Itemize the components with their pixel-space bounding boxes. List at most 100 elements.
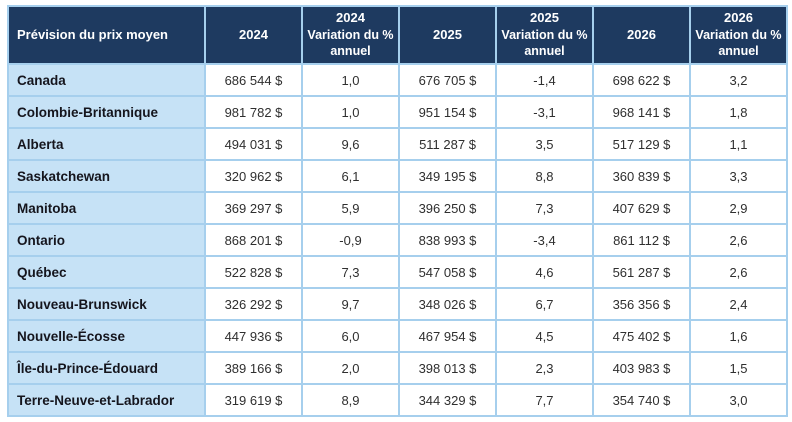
variation-2024-cell: 6,0 — [303, 321, 398, 351]
price-2026-cell: 561 287 $ — [594, 257, 689, 287]
variation-2026-cell: 1,5 — [691, 353, 786, 383]
variation-2026-cell: 3,3 — [691, 161, 786, 191]
price-2026-cell: 861 112 $ — [594, 225, 689, 255]
table-row-ontario: Ontario 868 201 $ -0,9 838 993 $ -3,4 86… — [9, 225, 786, 255]
price-2024-cell: 686 544 $ — [206, 65, 301, 95]
price-2024-cell: 522 828 $ — [206, 257, 301, 287]
variation-2026-cell: 2,6 — [691, 257, 786, 287]
price-2026-cell: 356 356 $ — [594, 289, 689, 319]
variation-2025-cell: 7,7 — [497, 385, 592, 415]
price-2026-cell: 360 839 $ — [594, 161, 689, 191]
header-year-label: 2026 — [627, 26, 656, 42]
variation-2024-cell: 9,7 — [303, 289, 398, 319]
variation-2025-cell: 4,6 — [497, 257, 592, 287]
price-2024-cell: 981 782 $ — [206, 97, 301, 127]
table-row-colombie-britannique: Colombie-Britannique 981 782 $ 1,0 951 1… — [9, 97, 786, 127]
table-row-canada: Canada 686 544 $ 1,0 676 705 $ -1,4 698 … — [9, 65, 786, 95]
row-label: Terre-Neuve-et-Labrador — [9, 385, 204, 415]
variation-2025-cell: -3,1 — [497, 97, 592, 127]
variation-2025-cell: -1,4 — [497, 65, 592, 95]
variation-2025-cell: 6,7 — [497, 289, 592, 319]
price-2025-cell: 547 058 $ — [400, 257, 495, 287]
column-header-2025-variation: 2025 Variation du % annuel — [497, 7, 592, 63]
variation-2024-cell: 1,0 — [303, 97, 398, 127]
price-2025-cell: 838 993 $ — [400, 225, 495, 255]
column-header-2025-price: 2025 — [400, 7, 495, 63]
price-2026-cell: 517 129 $ — [594, 129, 689, 159]
variation-2024-cell: 8,9 — [303, 385, 398, 415]
column-header-2026-price: 2026 — [594, 7, 689, 63]
row-label: Île-du-Prince-Édouard — [9, 353, 204, 383]
table-row-quebec: Québec 522 828 $ 7,3 547 058 $ 4,6 561 2… — [9, 257, 786, 287]
row-label: Colombie-Britannique — [9, 97, 204, 127]
price-2026-cell: 407 629 $ — [594, 193, 689, 223]
header-subtitle-label: Variation du % annuel — [501, 28, 588, 59]
variation-2024-cell: 7,3 — [303, 257, 398, 287]
price-2024-cell: 326 292 $ — [206, 289, 301, 319]
table-row-nouveau-brunswick: Nouveau-Brunswick 326 292 $ 9,7 348 026 … — [9, 289, 786, 319]
row-label: Québec — [9, 257, 204, 287]
price-2026-cell: 475 402 $ — [594, 321, 689, 351]
variation-2024-cell: 1,0 — [303, 65, 398, 95]
variation-2024-cell: -0,9 — [303, 225, 398, 255]
table-row-ile-du-prince-edouard: Île-du-Prince-Édouard 389 166 $ 2,0 398 … — [9, 353, 786, 383]
price-2024-cell: 320 962 $ — [206, 161, 301, 191]
row-label: Nouvelle-Écosse — [9, 321, 204, 351]
table-row-manitoba: Manitoba 369 297 $ 5,9 396 250 $ 7,3 407… — [9, 193, 786, 223]
variation-2026-cell: 1,8 — [691, 97, 786, 127]
price-2025-cell: 396 250 $ — [400, 193, 495, 223]
variation-2026-cell: 3,0 — [691, 385, 786, 415]
table-row-saskatchewan: Saskatchewan 320 962 $ 6,1 349 195 $ 8,8… — [9, 161, 786, 191]
price-2026-cell: 968 141 $ — [594, 97, 689, 127]
price-2024-cell: 369 297 $ — [206, 193, 301, 223]
price-2024-cell: 319 619 $ — [206, 385, 301, 415]
price-2024-cell: 389 166 $ — [206, 353, 301, 383]
row-label: Nouveau-Brunswick — [9, 289, 204, 319]
header-year-label: 2026 — [724, 10, 753, 26]
price-2026-cell: 698 622 $ — [594, 65, 689, 95]
price-2026-cell: 354 740 $ — [594, 385, 689, 415]
variation-2026-cell: 2,4 — [691, 289, 786, 319]
variation-2024-cell: 2,0 — [303, 353, 398, 383]
column-header-2024-variation: 2024 Variation du % annuel — [303, 7, 398, 63]
variation-2026-cell: 2,6 — [691, 225, 786, 255]
column-header-region: Prévision du prix moyen — [9, 7, 204, 63]
average-price-forecast-table: Prévision du prix moyen 2024 2024 Variat… — [7, 5, 788, 417]
price-2025-cell: 951 154 $ — [400, 97, 495, 127]
price-2026-cell: 403 983 $ — [594, 353, 689, 383]
variation-2026-cell: 1,1 — [691, 129, 786, 159]
price-2025-cell: 344 329 $ — [400, 385, 495, 415]
variation-2025-cell: 7,3 — [497, 193, 592, 223]
table-row-alberta: Alberta 494 031 $ 9,6 511 287 $ 3,5 517 … — [9, 129, 786, 159]
price-2024-cell: 494 031 $ — [206, 129, 301, 159]
variation-2025-cell: 8,8 — [497, 161, 592, 191]
header-year-label: 2025 — [530, 10, 559, 26]
price-2024-cell: 868 201 $ — [206, 225, 301, 255]
header-row: Prévision du prix moyen 2024 2024 Variat… — [9, 7, 786, 63]
variation-2025-cell: 2,3 — [497, 353, 592, 383]
variation-2025-cell: 3,5 — [497, 129, 592, 159]
price-2025-cell: 511 287 $ — [400, 129, 495, 159]
variation-2024-cell: 5,9 — [303, 193, 398, 223]
header-year-label: 2024 — [239, 26, 268, 42]
price-2024-cell: 447 936 $ — [206, 321, 301, 351]
header-subtitle-label: Variation du % annuel — [695, 28, 782, 59]
price-2025-cell: 398 013 $ — [400, 353, 495, 383]
row-label: Saskatchewan — [9, 161, 204, 191]
variation-2026-cell: 3,2 — [691, 65, 786, 95]
table-row-terre-neuve-et-labrador: Terre-Neuve-et-Labrador 319 619 $ 8,9 34… — [9, 385, 786, 415]
variation-2025-cell: 4,5 — [497, 321, 592, 351]
price-2025-cell: 467 954 $ — [400, 321, 495, 351]
variation-2026-cell: 2,9 — [691, 193, 786, 223]
variation-2026-cell: 1,6 — [691, 321, 786, 351]
column-header-2024-price: 2024 — [206, 7, 301, 63]
price-2025-cell: 676 705 $ — [400, 65, 495, 95]
variation-2024-cell: 9,6 — [303, 129, 398, 159]
row-label: Manitoba — [9, 193, 204, 223]
variation-2025-cell: -3,4 — [497, 225, 592, 255]
price-2025-cell: 348 026 $ — [400, 289, 495, 319]
price-2025-cell: 349 195 $ — [400, 161, 495, 191]
variation-2024-cell: 6,1 — [303, 161, 398, 191]
row-label: Ontario — [9, 225, 204, 255]
